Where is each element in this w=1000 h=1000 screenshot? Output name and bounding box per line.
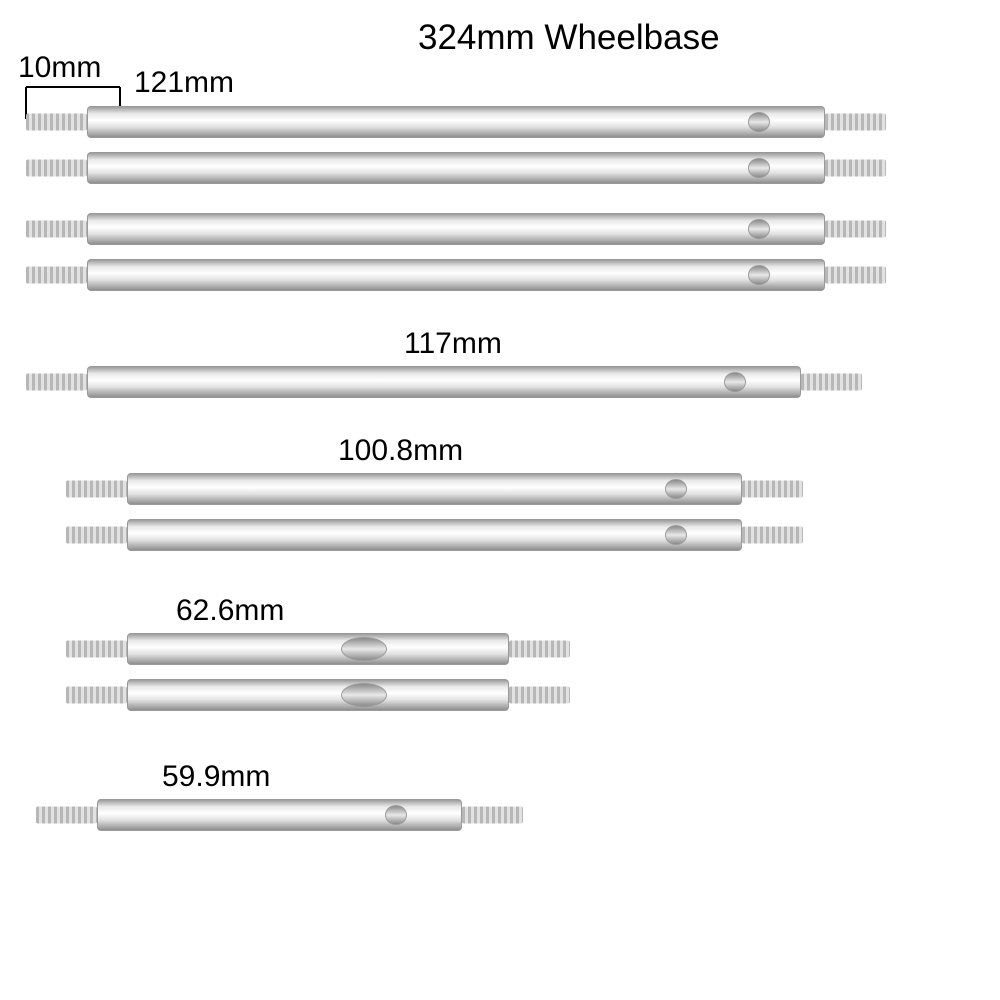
page-title: 324mm Wheelbase xyxy=(418,18,720,58)
rod-length-label: 59.9mm xyxy=(162,760,270,794)
rod-wrench-flat xyxy=(385,805,407,825)
rod-thread-left xyxy=(26,160,87,177)
rod-thread-right xyxy=(825,267,886,284)
rod-body xyxy=(127,473,742,505)
rod-thread-left xyxy=(66,687,127,704)
rod-wrench-flat xyxy=(341,637,387,661)
rod-body xyxy=(127,679,509,711)
link-rod xyxy=(66,473,803,505)
rod-thread-right xyxy=(801,374,862,391)
rod-wrench-flat xyxy=(748,158,770,178)
rod-thread-right xyxy=(825,160,886,177)
rod-length-label: 100.8mm xyxy=(338,434,463,468)
rod-thread-left xyxy=(26,374,87,391)
rod-thread-right xyxy=(462,807,523,824)
rod-thread-left xyxy=(26,221,87,238)
rod-body xyxy=(127,519,742,551)
link-rod xyxy=(26,259,886,291)
rod-wrench-flat xyxy=(748,219,770,239)
rod-thread-left xyxy=(26,114,87,131)
rod-thread-right xyxy=(742,527,803,544)
rod-body xyxy=(97,799,462,831)
link-rod xyxy=(26,152,886,184)
rod-length-label: 62.6mm xyxy=(176,594,284,628)
rod-body xyxy=(87,259,825,291)
rod-wrench-flat xyxy=(341,683,387,707)
rod-thread-right xyxy=(509,687,570,704)
link-rod xyxy=(26,106,886,138)
rod-body xyxy=(87,366,801,398)
rod-body xyxy=(87,106,825,138)
rod-thread-right xyxy=(825,221,886,238)
rod-thread-left xyxy=(66,641,127,658)
rod-wrench-flat xyxy=(665,479,687,499)
rod-wrench-flat xyxy=(724,372,746,392)
rod-thread-right xyxy=(509,641,570,658)
link-rod xyxy=(36,799,523,831)
link-rod xyxy=(66,679,570,711)
rod-wrench-flat xyxy=(748,265,770,285)
rod-body xyxy=(87,213,825,245)
rod-wrench-flat xyxy=(748,112,770,132)
rod-length-label: 117mm xyxy=(404,327,502,361)
rod-thread-right xyxy=(742,481,803,498)
rod-thread-left xyxy=(36,807,97,824)
link-rod xyxy=(26,366,862,398)
rod-wrench-flat xyxy=(665,525,687,545)
rod-body xyxy=(87,152,825,184)
rod-thread-left xyxy=(26,267,87,284)
link-rod xyxy=(66,519,803,551)
rod-length-label: 121mm xyxy=(134,66,234,100)
rod-thread-left xyxy=(66,481,127,498)
rod-thread-right xyxy=(825,114,886,131)
rod-thread-left xyxy=(66,527,127,544)
rod-body xyxy=(127,633,509,665)
link-rod xyxy=(26,213,886,245)
link-rod xyxy=(66,633,570,665)
thread-dim-label: 10mm xyxy=(18,51,101,85)
